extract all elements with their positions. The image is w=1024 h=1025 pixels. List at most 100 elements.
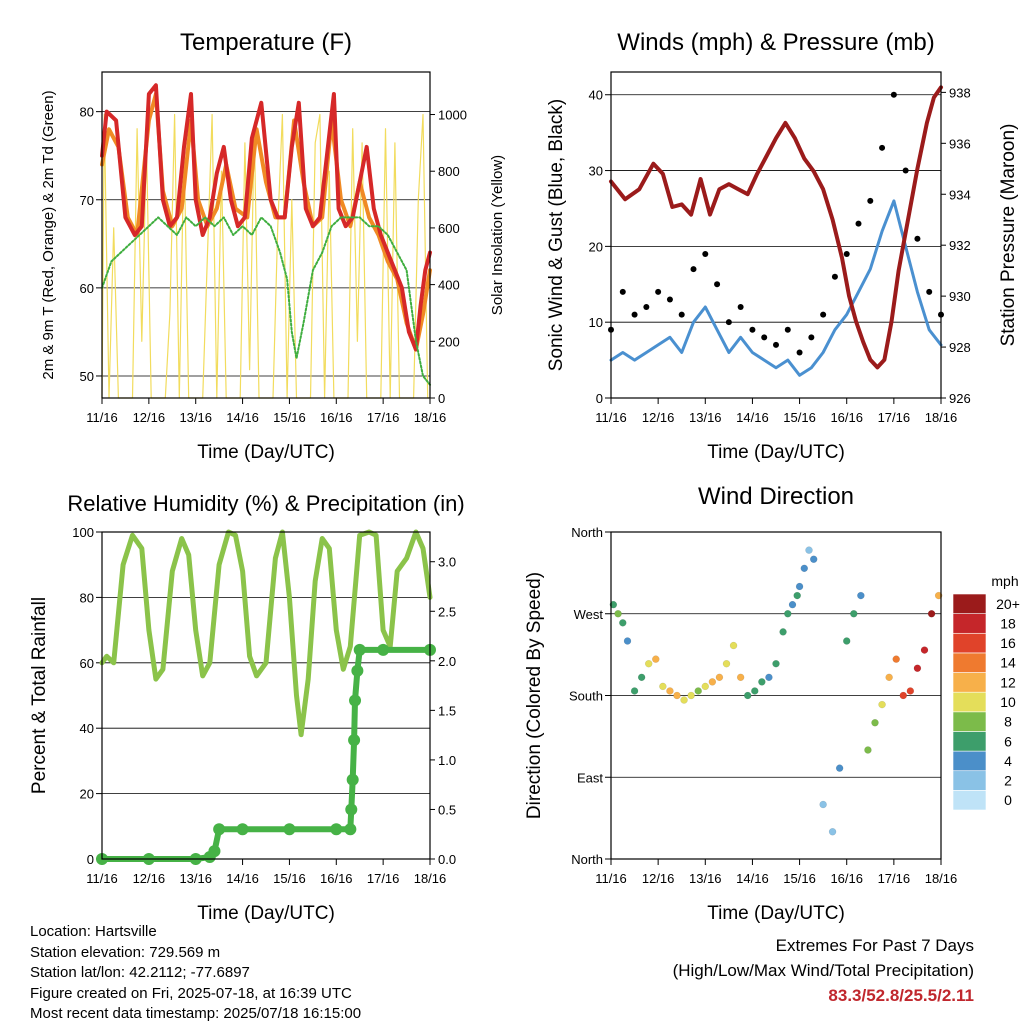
x-tick-label: 18/16 (925, 871, 958, 886)
gust-point (702, 250, 709, 257)
gust-point (714, 281, 721, 288)
y-tick-label: 60 (80, 656, 94, 671)
dewpoint-2m-line (101, 216, 431, 386)
x-tick-label: 12/16 (642, 410, 675, 425)
x-tick-label: 17/16 (878, 410, 911, 425)
gust-point (690, 266, 697, 273)
y-tick-label: 0 (87, 852, 94, 867)
x-tick-label: 15/16 (783, 410, 816, 425)
gust-point (926, 288, 933, 295)
wind-direction-point (795, 582, 804, 591)
wind-direction-point (673, 691, 681, 700)
colorbar-swatch (952, 790, 987, 811)
x-tick-label: 17/16 (367, 871, 400, 886)
x-tick-label: 16/16 (320, 410, 353, 425)
y-tick-label: 50 (80, 369, 94, 384)
colorbar-swatch (952, 672, 987, 693)
temp-2m-line (100, 83, 432, 352)
wind-direction-point (772, 659, 780, 668)
gust-point (619, 288, 626, 295)
elevation-text: Station elevation: 729.569 m (30, 943, 221, 961)
y-tick-label: South (569, 689, 603, 704)
precipitation-point (353, 643, 366, 656)
wind-direction-point (743, 691, 752, 700)
x-tick-label: 11/16 (86, 410, 118, 425)
wind-direction-point (687, 691, 695, 700)
y-axis-right-label: Solar Insolation (Yellow) (489, 155, 506, 315)
wind-direction-point (708, 678, 717, 686)
gust-point (773, 341, 779, 348)
x-tick-label: 18/16 (414, 410, 447, 425)
gust-point (784, 326, 791, 333)
wind-direction-point (793, 591, 801, 600)
relative-humidity-line (99, 529, 433, 738)
chart-title: Winds (mph) & Pressure (mb) (617, 29, 934, 56)
x-axis-label: Time (Day/UTC) (707, 903, 845, 924)
y-right-tick-label: 200 (438, 334, 460, 349)
wind-direction-point (722, 659, 731, 668)
colorbar-label: 12 (1000, 674, 1016, 690)
y-right-tick-label: 932 (949, 238, 971, 253)
gust-point (831, 273, 838, 280)
wind-direction-point (920, 646, 929, 654)
y-right-tick-label: 0.0 (438, 852, 456, 867)
wind-direction-point (630, 687, 639, 695)
gust-point (855, 220, 862, 227)
colorbar-label: 14 (1000, 655, 1016, 671)
precipitation-point (344, 823, 357, 836)
x-tick-label: 14/16 (736, 410, 769, 425)
y-right-tick-label: 600 (438, 221, 460, 236)
x-tick-label: 17/16 (878, 871, 911, 886)
colorbar-swatch (952, 770, 987, 791)
x-tick-label: 13/16 (179, 410, 212, 425)
wind-direction-point (819, 800, 827, 809)
colorbar-label: 8 (1004, 714, 1012, 730)
plot-frame (101, 531, 431, 860)
y-tick-label: 20 (589, 239, 603, 254)
y-tick-label: 100 (72, 525, 94, 540)
sonic-wind-line (609, 199, 943, 377)
y-tick-label: North (571, 852, 603, 867)
recent-text: Most recent data timestamp: 2025/07/18 1… (30, 1005, 362, 1022)
wind-direction-point (788, 600, 797, 609)
precipitation-point (208, 845, 221, 858)
y-right-tick-label: 938 (949, 85, 971, 100)
colorbar-swatch (952, 691, 987, 713)
wind-direction-point (864, 746, 872, 754)
x-tick-label: 15/16 (783, 871, 816, 886)
wind-direction-point (751, 687, 759, 695)
colorbar-label: 16 (1000, 635, 1016, 651)
y-tick-label: 10 (589, 315, 603, 330)
plot-frame (101, 71, 431, 399)
x-tick-label: 17/16 (367, 410, 400, 425)
wind-direction-point (614, 610, 622, 618)
wind-direction-point (609, 600, 618, 609)
wind-direction-point (800, 564, 809, 573)
y-right-tick-label: 2.0 (438, 654, 456, 669)
gust-point (808, 334, 815, 341)
precipitation-point (236, 823, 249, 836)
y-right-tick-label: 928 (949, 340, 971, 355)
precipitation-point (351, 664, 364, 677)
colorbar-label: 4 (1004, 753, 1012, 769)
extremes-heading: Extremes For Past 7 Days (775, 936, 974, 955)
y-tick-label: East (577, 770, 603, 785)
x-tick-label: 14/16 (736, 871, 769, 886)
y-right-tick-label: 930 (949, 289, 971, 304)
wind-direction-point (680, 696, 688, 704)
x-tick-label: 18/16 (414, 871, 447, 886)
x-tick-label: 13/16 (179, 871, 212, 886)
y-tick-label: North (571, 525, 603, 540)
wind-direction-point (892, 655, 900, 663)
y-right-tick-label: 800 (438, 164, 460, 179)
wind-direction-point (784, 610, 792, 618)
wind-direction-point (835, 764, 844, 772)
wind-direction-point (805, 546, 813, 554)
y-tick-label: 0 (596, 391, 603, 406)
wind-direction-point (765, 673, 773, 682)
wind-direction-point (779, 628, 787, 636)
x-tick-label: 11/16 (595, 410, 627, 425)
wind-direction-point (850, 610, 858, 618)
gust-point (843, 250, 850, 257)
extremes-legend: (High/Low/Max Wind/Total Precipitation) (672, 961, 974, 980)
